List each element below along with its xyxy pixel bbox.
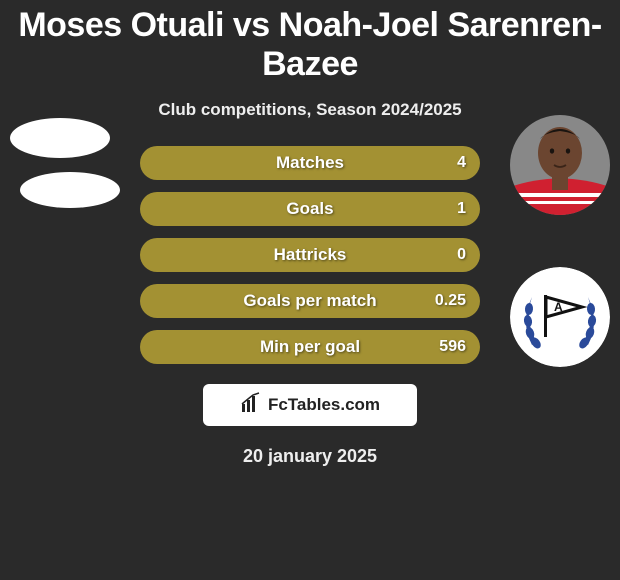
stat-label: Goals (286, 199, 333, 219)
stat-row: Goals per match 0.25 (140, 284, 480, 318)
stat-value-right: 0 (457, 246, 466, 264)
player-right-club-logo: A (510, 267, 610, 367)
page-title: Moses Otuali vs Noah-Joel Sarenren-Bazee (0, 0, 620, 84)
player-left-avatar-placeholder-2 (20, 172, 120, 208)
brand-logo-bar[interactable]: FcTables.com (203, 384, 417, 426)
stat-row: Min per goal 596 (140, 330, 480, 364)
stat-label: Matches (276, 153, 344, 173)
stat-value-right: 596 (439, 338, 466, 356)
stat-value-right: 4 (457, 154, 466, 172)
chart-icon (240, 392, 262, 419)
stat-label: Goals per match (243, 291, 376, 311)
stat-row: Hattricks 0 (140, 238, 480, 272)
subtitle: Club competitions, Season 2024/2025 (0, 100, 620, 120)
svg-text:A: A (554, 300, 563, 314)
date-text: 20 january 2025 (0, 446, 620, 467)
stat-label: Min per goal (260, 337, 360, 357)
brand-text: FcTables.com (268, 395, 380, 415)
stat-label: Hattricks (274, 245, 347, 265)
player-right-photo (510, 115, 610, 215)
player-left-avatar-placeholder-1 (10, 118, 110, 158)
stat-row: Matches 4 (140, 146, 480, 180)
stat-row: Goals 1 (140, 192, 480, 226)
stat-value-right: 0.25 (435, 292, 466, 310)
stat-value-right: 1 (457, 200, 466, 218)
